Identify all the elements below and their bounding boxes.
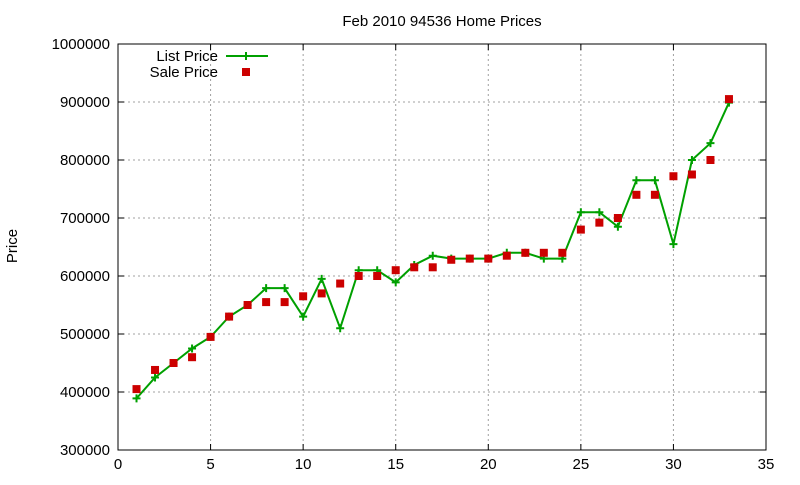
sale-price-point	[188, 353, 197, 362]
series-list-price-line	[135, 102, 730, 400]
sale-price-point	[410, 263, 419, 272]
list-price-point	[687, 156, 696, 164]
sale-price-point	[262, 298, 271, 307]
sale-price-point	[669, 172, 678, 181]
list-price-point	[262, 284, 271, 293]
sale-price-point	[539, 248, 548, 257]
sale-price-point	[225, 312, 234, 321]
list-price-point	[650, 176, 659, 185]
sale-price-point	[206, 332, 215, 341]
list-price-point	[151, 373, 160, 382]
sale-price-point	[687, 170, 696, 179]
y-tick-label: 600000	[60, 268, 110, 285]
list-price-point	[336, 324, 345, 333]
sale-price-point	[317, 289, 326, 298]
x-tick-label: 25	[573, 456, 590, 473]
series-layer	[132, 95, 733, 403]
list-price-point	[280, 284, 289, 293]
sale-price-point	[521, 248, 530, 257]
list-price-point	[706, 139, 715, 148]
sale-price-point	[354, 272, 363, 280]
legend-swatch-list-price-marker	[242, 52, 250, 60]
x-tick-label: 30	[665, 456, 682, 473]
list-price-point	[613, 222, 622, 231]
list-price-point	[595, 208, 604, 217]
x-tick-label: 10	[295, 456, 312, 473]
legend-swatch-sale-price-marker	[242, 68, 250, 76]
sale-price-point	[595, 218, 604, 227]
list-price-point	[632, 176, 641, 185]
plot-frame	[117, 43, 767, 451]
x-tick-label: 15	[387, 456, 404, 473]
legend-label-sale-price: Sale Price	[150, 64, 218, 81]
y-tick-label: 900000	[60, 94, 110, 111]
sale-price-point	[706, 156, 715, 164]
sale-price-point	[484, 254, 493, 263]
y-tick-label: 300000	[60, 442, 110, 459]
sale-price-point	[465, 254, 474, 263]
x-tick-label: 35	[758, 456, 775, 473]
list-price-point	[132, 394, 141, 403]
sale-price-point	[373, 272, 382, 280]
sale-price-point	[169, 359, 178, 367]
grid-layer	[118, 44, 766, 450]
list-price-point	[391, 278, 400, 287]
sale-price-point	[428, 263, 437, 272]
y-axis-label: Price	[4, 229, 21, 263]
sale-price-point	[151, 365, 160, 374]
y-tick-label: 700000	[60, 210, 110, 227]
sale-price-point	[613, 214, 622, 222]
y-tick-label: 400000	[60, 384, 110, 401]
legend: List Price Sale Price	[150, 48, 268, 81]
sale-price-point	[299, 292, 308, 301]
sale-price-point	[576, 225, 585, 234]
ticks-layer: 0 5 10 15 20 25 30 35 300000 400000 500000 600000 70…	[52, 36, 775, 473]
sale-price-point	[132, 385, 141, 394]
sale-price-point	[558, 248, 567, 257]
chart-title: Feb 2010 94536 Home Prices	[342, 13, 541, 30]
list-price-point	[188, 344, 197, 353]
sale-price-point	[280, 298, 289, 307]
sale-price-point	[447, 255, 456, 264]
list-price-point	[317, 274, 326, 283]
list-price-point	[576, 208, 585, 217]
x-tick-label: 5	[206, 456, 214, 473]
x-tick-label: 20	[480, 456, 497, 473]
sale-price-point	[243, 301, 252, 309]
list-price-point	[669, 240, 678, 249]
list-price-point	[299, 312, 308, 321]
sale-price-point	[650, 190, 659, 199]
x-tick-label: 0	[114, 456, 122, 473]
sale-price-point	[336, 279, 345, 288]
y-tick-label: 1000000	[52, 36, 110, 53]
sale-price-point	[502, 251, 511, 260]
list-price-point	[428, 251, 437, 260]
sale-price-point	[391, 266, 400, 275]
y-tick-label: 500000	[60, 326, 110, 343]
legend-label-list-price: List Price	[156, 48, 218, 65]
sale-price-point	[724, 95, 733, 104]
sale-price-point	[632, 190, 641, 199]
y-tick-label: 800000	[60, 152, 110, 169]
